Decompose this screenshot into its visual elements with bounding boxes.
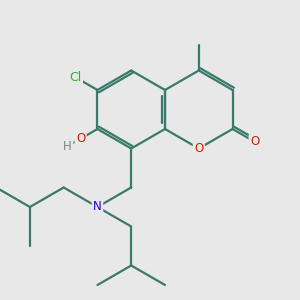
Text: N: N xyxy=(93,200,102,214)
Text: O: O xyxy=(250,135,259,148)
Text: O: O xyxy=(194,142,203,155)
Text: Cl: Cl xyxy=(69,71,82,84)
Text: O: O xyxy=(76,132,85,145)
Text: H: H xyxy=(63,140,72,153)
